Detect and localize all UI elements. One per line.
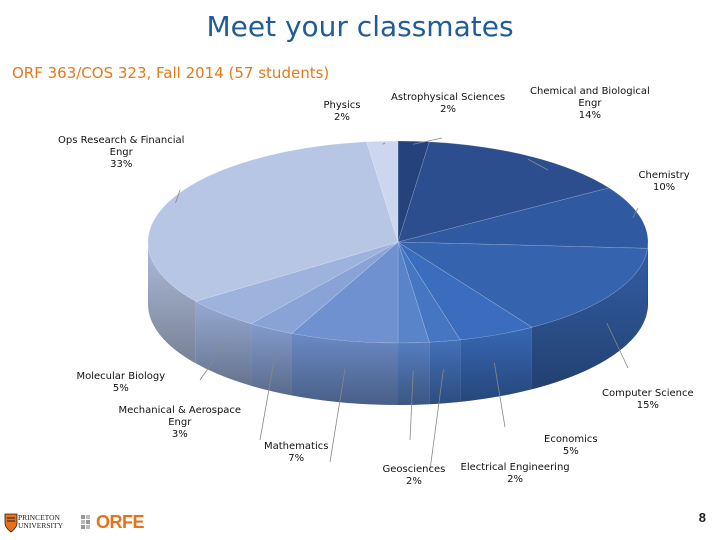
slice-label-value: 15% bbox=[636, 400, 659, 411]
slice-label-computer-science: Computer Science 15% bbox=[602, 388, 694, 412]
slice-label-name: Chemistry bbox=[638, 170, 690, 181]
orfe-grid-icon bbox=[81, 515, 90, 529]
pie-slice-mechanical-aerospace-engr bbox=[250, 241, 399, 334]
leader-line-molecular-biology bbox=[199, 342, 227, 381]
slice-label-name: Mechanical & Aerospace Engr bbox=[118, 405, 242, 428]
slice-label-value: 5% bbox=[112, 383, 129, 394]
slice-label-value: 14% bbox=[578, 110, 601, 121]
slice-label-name: Economics bbox=[544, 434, 598, 445]
slice-label-economics: Economics 5% bbox=[544, 434, 598, 458]
pie-side-shade-mechanical-aerospace-engr bbox=[251, 323, 292, 396]
pie-slice-mathematics bbox=[290, 241, 399, 344]
page-number: 8 bbox=[698, 510, 706, 525]
slice-label-chemical-and-biological-engr: Chemical and Biological Engr 14% bbox=[530, 86, 650, 122]
leader-line-geosciences bbox=[409, 370, 414, 441]
slice-label-molecular-biology: Molecular Biology 5% bbox=[77, 371, 166, 395]
page-subtitle: ORF 363/COS 323, Fall 2014 (57 students) bbox=[12, 64, 330, 82]
orfe-logo: ORFE bbox=[96, 512, 145, 532]
leader-line-computer-science bbox=[606, 322, 629, 369]
leader-line-physics bbox=[382, 142, 386, 145]
slice-label-value: 3% bbox=[171, 429, 188, 440]
leader-line-astrophysical-sciences bbox=[413, 137, 443, 145]
pie-side-shade-economics bbox=[460, 327, 532, 402]
pie-side-shade-ops-research-financial-engr bbox=[148, 242, 196, 364]
slice-label-value: 5% bbox=[562, 446, 579, 457]
slice-label-name: Electrical Engineering bbox=[460, 462, 570, 473]
slice-label-value: 33% bbox=[110, 159, 133, 170]
pie-slice-chemistry bbox=[397, 187, 649, 249]
pie-slice-geosciences bbox=[397, 241, 430, 344]
pie-slice-chemical-and-biological-engr bbox=[397, 141, 610, 243]
page-title: Meet your classmates bbox=[206, 10, 514, 43]
leader-line-ops-research-financial-engr bbox=[175, 189, 181, 204]
leader-line-electrical-engineering bbox=[429, 369, 444, 471]
pie-side-shade-electrical-engineering bbox=[429, 339, 461, 405]
princeton-shield-icon bbox=[4, 513, 18, 533]
slice-label-geosciences: Geosciences 2% bbox=[383, 464, 446, 488]
slice-label-value: 2% bbox=[405, 476, 422, 487]
leader-line-chemistry bbox=[632, 207, 639, 218]
slice-label-electrical-engineering: Electrical Engineering 2% bbox=[461, 462, 570, 486]
pie-slice-computer-science bbox=[396, 241, 648, 328]
slice-label-name: Ops Research & Financial Engr bbox=[58, 135, 185, 158]
pie-side-shade-molecular-biology bbox=[195, 301, 252, 386]
slice-label-value: 2% bbox=[440, 104, 456, 115]
slice-label-value: 10% bbox=[652, 182, 676, 193]
slice-label-value: 2% bbox=[507, 474, 523, 485]
pie-leader-lines bbox=[175, 137, 639, 471]
slice-label-name: Mathematics bbox=[264, 441, 329, 452]
pie-slice-economics bbox=[397, 241, 533, 341]
slice-label-name: Chemical and Biological Engr bbox=[530, 86, 650, 109]
slice-label-astrophysical-sciences: Astrophysical Sciences 2% bbox=[391, 92, 505, 116]
pie-side-group bbox=[148, 242, 648, 405]
leader-line-economics bbox=[493, 362, 506, 428]
slice-label-mathematics: Mathematics 7% bbox=[264, 441, 328, 465]
slice-label-name: Physics bbox=[323, 100, 361, 111]
slice-label-name: Astrophysical Sciences bbox=[391, 92, 506, 103]
slice-label-chemistry: Chemistry 10% bbox=[639, 170, 690, 194]
pie-top-group bbox=[147, 140, 649, 344]
slice-label-ops-research-financial-engr: Ops Research & Financial Engr 33% bbox=[58, 135, 184, 171]
slice-label-value: 7% bbox=[288, 453, 305, 464]
pie-slice-molecular-biology bbox=[194, 241, 399, 325]
slice-label-physics: Physics 2% bbox=[324, 100, 361, 124]
pie-slice-astrophysical-sciences bbox=[397, 140, 430, 243]
pie-side-shade-geosciences bbox=[398, 342, 430, 405]
leader-line-mechanical-aerospace-engr bbox=[259, 357, 275, 441]
slice-label-name: Molecular Biology bbox=[76, 371, 166, 382]
pie-slice-physics bbox=[366, 140, 399, 243]
leader-line-chemical-and-biological-engr bbox=[527, 158, 549, 171]
pie-slice-ops-research-financial-engr bbox=[147, 141, 399, 302]
leader-line-mathematics bbox=[329, 368, 346, 463]
slice-label-value: 2% bbox=[334, 112, 350, 123]
princeton-logo-text: PRINCETON UNIVERSITY bbox=[18, 513, 63, 530]
pie-slice-electrical-engineering bbox=[397, 241, 461, 343]
slice-label-name: Geosciences bbox=[382, 464, 446, 475]
pie-side-shade-computer-science bbox=[531, 248, 648, 390]
slice-label-name: Computer Science bbox=[602, 388, 694, 399]
slice-label-mechanical-aerospace-engr: Mechanical & Aerospace Engr 3% bbox=[119, 405, 242, 441]
